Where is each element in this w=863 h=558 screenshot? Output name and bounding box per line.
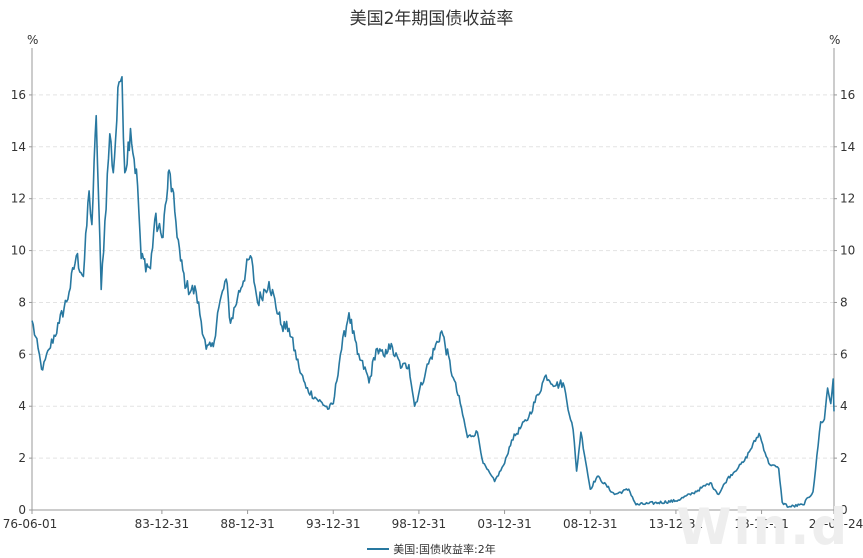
legend-swatch — [367, 548, 390, 550]
axes — [29, 48, 837, 514]
left-y-tick-label: 8 — [18, 295, 26, 309]
x-tick-label: 23-03-24 — [809, 517, 863, 531]
left-y-tick-labels: 0 2 4 6 8 10 12 14 16 — [11, 88, 26, 517]
grid-lines — [32, 94, 834, 459]
legend-label: 美国:国债收益率:2年 — [393, 543, 496, 556]
left-y-tick-label: 0 — [18, 503, 26, 517]
right-y-tick-label: 0 — [840, 503, 848, 517]
left-y-tick-label: 16 — [11, 88, 26, 102]
right-y-tick-labels: 0 2 4 6 8 10 12 14 16 — [840, 88, 855, 517]
x-tick-label: 88-12-31 — [220, 517, 274, 531]
x-tick-label: 98-12-31 — [392, 517, 446, 531]
x-tick-labels: 76-06-01 83-12-31 88-12-31 93-12-31 98-12-31… — [3, 517, 863, 531]
left-y-tick-label: 6 — [18, 347, 26, 361]
left-y-tick-label: 10 — [11, 244, 26, 258]
right-y-tick-label: 6 — [840, 347, 848, 361]
x-tick-label: 08-12-31 — [563, 517, 617, 531]
right-y-tick-label: 10 — [840, 244, 855, 258]
right-y-unit: % — [829, 33, 840, 47]
x-tick-label: 13-12-31 — [649, 517, 703, 531]
series-line-us-2y — [31, 76, 835, 508]
right-y-tick-label: 8 — [840, 295, 848, 309]
right-y-tick-label: 12 — [840, 192, 855, 206]
left-y-tick-label: 14 — [11, 140, 26, 154]
right-y-tick-label: 4 — [840, 399, 848, 413]
x-tick-label: 18-12-31 — [734, 517, 788, 531]
x-tick-label: 83-12-31 — [135, 517, 189, 531]
x-tick-label: 03-12-31 — [477, 517, 531, 531]
x-tick-label: 76-06-01 — [3, 517, 57, 531]
x-tick-label: 93-12-31 — [306, 517, 360, 531]
chart-title: 美国2年期国债收益率 — [349, 9, 514, 29]
left-y-tick-label: 12 — [11, 192, 26, 206]
right-y-tick-label: 2 — [840, 451, 848, 465]
right-y-tick-label: 16 — [840, 88, 855, 102]
right-y-tick-label: 14 — [840, 140, 855, 154]
watermark-logo: Win.d — [676, 498, 849, 556]
left-y-unit: % — [27, 33, 38, 47]
left-y-tick-label: 4 — [18, 399, 26, 413]
left-y-tick-label: 2 — [18, 451, 26, 465]
legend: 美国:国债收益率:2年 — [0, 541, 863, 557]
